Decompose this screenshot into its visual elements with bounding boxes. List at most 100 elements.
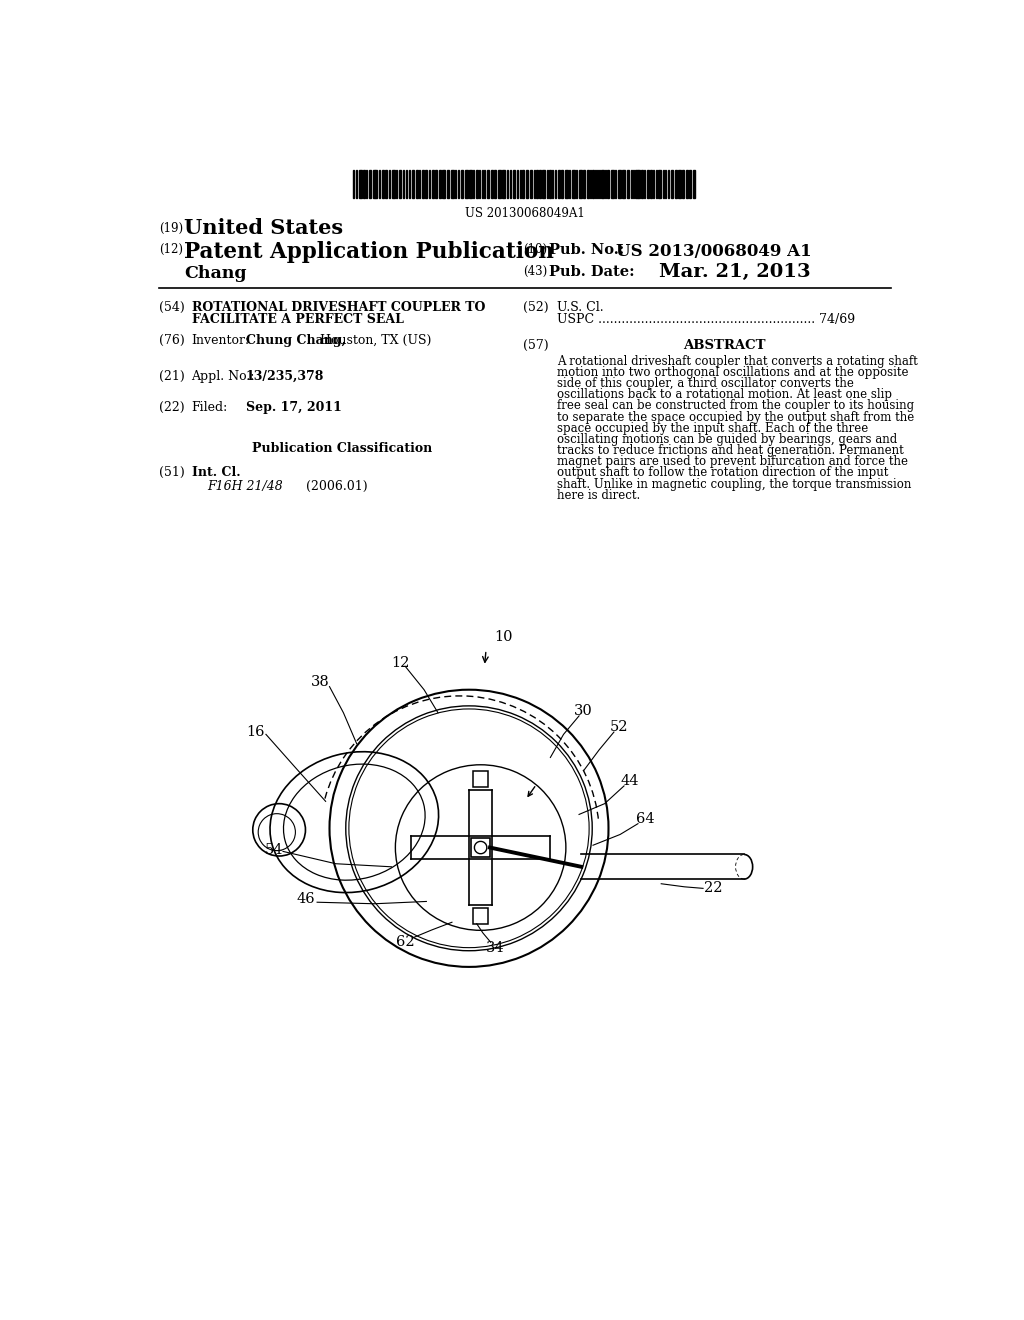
Bar [605, 170, 606, 198]
Bar [447, 170, 450, 198]
Bar [469, 170, 472, 198]
Text: 34: 34 [486, 941, 505, 954]
Bar [522, 170, 524, 198]
Bar [513, 170, 515, 198]
Bar [466, 170, 468, 198]
Bar [364, 170, 366, 198]
Bar [693, 170, 695, 198]
Text: (51): (51) [159, 466, 184, 479]
Bar [555, 170, 556, 198]
Text: Patent Application Publication: Patent Application Publication [183, 240, 554, 263]
Text: (22): (22) [159, 401, 184, 414]
Text: 46: 46 [297, 892, 315, 906]
Bar [435, 170, 437, 198]
Text: (54): (54) [159, 301, 184, 314]
Text: US 2013/0068049 A1: US 2013/0068049 A1 [616, 243, 812, 260]
Bar [399, 170, 401, 198]
Bar [406, 170, 408, 198]
Bar [461, 170, 463, 198]
Bar [432, 170, 433, 198]
Text: 52: 52 [609, 719, 628, 734]
Bar [419, 170, 421, 198]
Text: ABSTRACT: ABSTRACT [683, 339, 765, 352]
Text: here is direct.: here is direct. [557, 488, 641, 502]
Bar [451, 170, 454, 198]
Bar [490, 170, 493, 198]
Text: magnet pairs are used to prevent bifurcation and force the: magnet pairs are used to prevent bifurca… [557, 455, 908, 469]
Text: 22: 22 [703, 882, 722, 895]
Bar [552, 170, 553, 198]
Bar [369, 170, 371, 198]
Bar [438, 170, 440, 198]
Bar [495, 170, 496, 198]
Text: 44: 44 [621, 774, 639, 788]
Text: (43): (43) [523, 264, 548, 277]
Text: Pub. No.:: Pub. No.: [549, 243, 624, 257]
Text: shaft. Unlike in magnetic coupling, the torque transmission: shaft. Unlike in magnetic coupling, the … [557, 478, 911, 491]
Text: Inventor:: Inventor: [191, 334, 250, 347]
Text: 12: 12 [391, 656, 410, 669]
Bar [425, 170, 427, 198]
Bar [679, 170, 681, 198]
Text: Appl. No.:: Appl. No.: [191, 370, 255, 383]
Bar [689, 170, 691, 198]
Bar [618, 170, 621, 198]
Bar [473, 771, 488, 787]
Text: F16H 21/48: F16H 21/48 [207, 480, 283, 494]
Text: side of this coupler, a third oscillator converts the: side of this coupler, a third oscillator… [557, 378, 854, 391]
Bar [479, 170, 480, 198]
Bar [592, 170, 594, 198]
Text: Chang: Chang [183, 264, 247, 281]
Bar [389, 170, 390, 198]
Bar [422, 170, 424, 198]
Text: FACILITATE A PERFECT SEAL: FACILITATE A PERFECT SEAL [191, 313, 403, 326]
Bar [561, 170, 563, 198]
Text: (12): (12) [159, 243, 183, 256]
Bar [641, 170, 643, 198]
Text: oscillations back to a rotational motion. At least one slip: oscillations back to a rotational motion… [557, 388, 892, 401]
Text: space occupied by the input shaft. Each of the three: space occupied by the input shaft. Each … [557, 422, 868, 434]
Bar [650, 170, 652, 198]
Text: oscillating motions can be guided by bearings, gears and: oscillating motions can be guided by bea… [557, 433, 898, 446]
Bar [529, 170, 532, 198]
Text: Int. Cl.: Int. Cl. [191, 466, 241, 479]
Text: (10): (10) [523, 243, 548, 256]
Text: 30: 30 [574, 705, 593, 718]
Bar [666, 170, 667, 198]
Bar [376, 170, 377, 198]
Text: Chung Chang,: Chung Chang, [246, 334, 346, 347]
Bar [385, 170, 387, 198]
Bar [668, 170, 670, 198]
Bar [549, 170, 551, 198]
Text: 13/235,378: 13/235,378 [246, 370, 325, 383]
Text: ROTATIONAL DRIVESHAFT COUPLER TO: ROTATIONAL DRIVESHAFT COUPLER TO [191, 301, 485, 314]
Bar [635, 170, 638, 198]
Bar [671, 170, 674, 198]
Bar [580, 170, 582, 198]
Bar [409, 170, 410, 198]
Text: free seal can be constructed from the coupler to its housing: free seal can be constructed from the co… [557, 400, 914, 412]
Text: Publication Classification: Publication Classification [252, 442, 432, 455]
Text: Sep. 17, 2011: Sep. 17, 2011 [246, 401, 342, 414]
Bar [526, 170, 527, 198]
Bar [503, 170, 505, 198]
Text: United States: United States [183, 218, 343, 239]
Text: 64: 64 [636, 812, 655, 826]
Bar [458, 170, 460, 198]
Text: 62: 62 [396, 936, 415, 949]
Bar [412, 170, 415, 198]
Text: 16: 16 [247, 725, 265, 739]
Text: Pub. Date:: Pub. Date: [549, 264, 635, 279]
Bar [575, 170, 578, 198]
Bar [510, 170, 511, 198]
Text: (76): (76) [159, 334, 184, 347]
Text: A rotational driveshaft coupler that converts a rotating shaft: A rotational driveshaft coupler that con… [557, 355, 919, 368]
Bar [473, 170, 474, 198]
Bar [587, 170, 589, 198]
Bar [517, 170, 518, 198]
Text: Houston, TX (US): Houston, TX (US) [321, 334, 431, 347]
Bar [382, 170, 384, 198]
Text: USPC ........................................................ 74/69: USPC ...................................… [557, 313, 855, 326]
Text: (21): (21) [159, 370, 184, 383]
Bar [471, 838, 489, 857]
